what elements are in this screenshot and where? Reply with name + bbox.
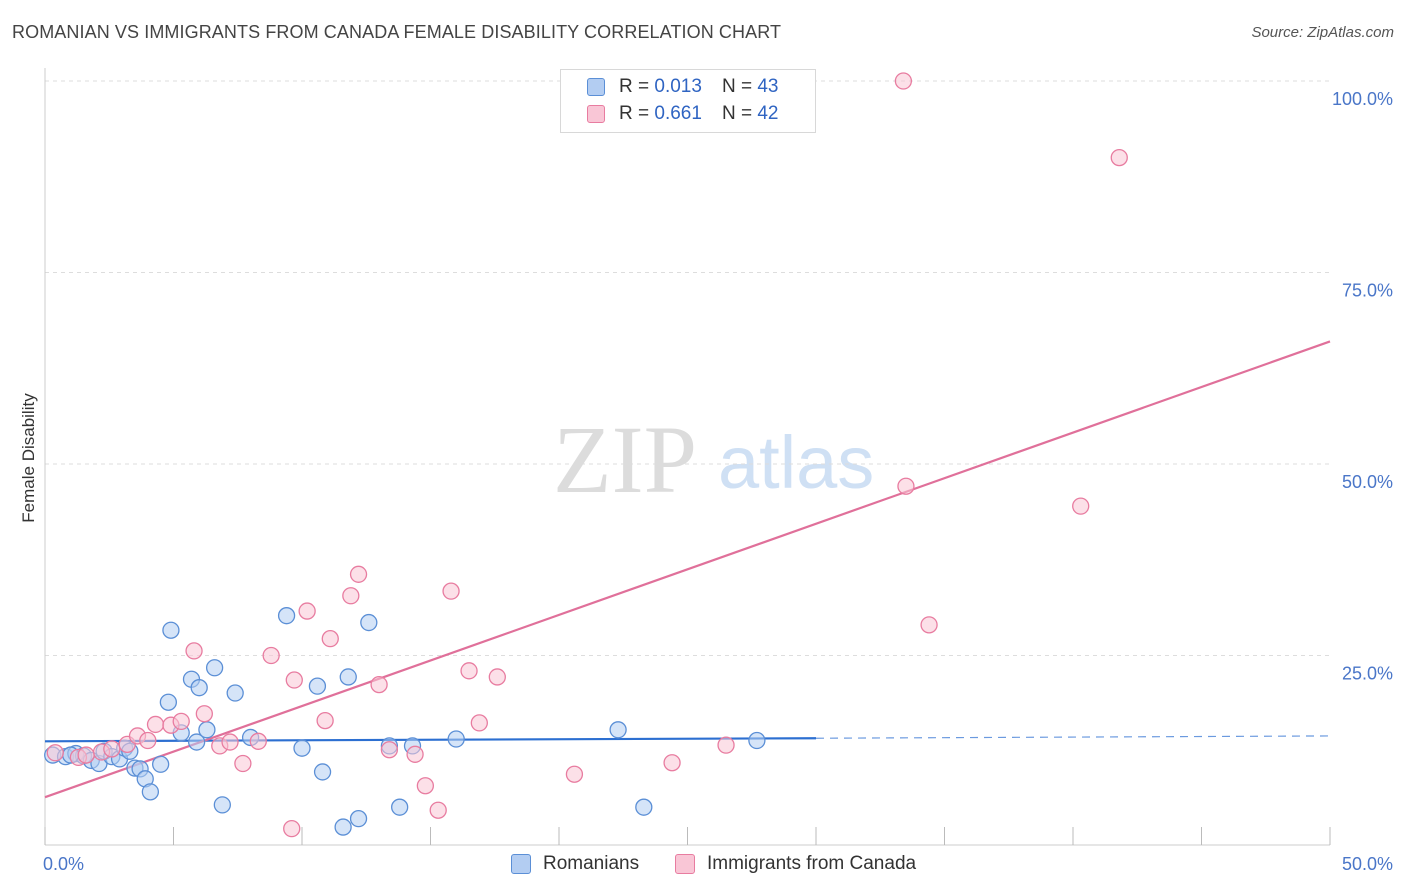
chart-title: ROMANIAN VS IMMIGRANTS FROM CANADA FEMAL… bbox=[12, 22, 782, 42]
romanian-point bbox=[334, 818, 352, 836]
canada-point bbox=[460, 662, 478, 680]
romanian-point bbox=[308, 677, 327, 695]
legend-r-label: R = bbox=[619, 76, 650, 97]
canada-point bbox=[321, 629, 339, 648]
legend-r-value: 0.661 bbox=[654, 103, 702, 124]
canada-point bbox=[283, 819, 301, 838]
canada-point bbox=[46, 744, 64, 762]
legend-row-romanians: R = 0.013 N = 43 bbox=[587, 74, 778, 100]
watermark: ZIP atlas bbox=[553, 406, 874, 513]
canada-point bbox=[470, 714, 488, 732]
romanian-point bbox=[162, 621, 180, 639]
canada-point bbox=[442, 582, 460, 600]
canada-point bbox=[565, 765, 584, 783]
romanian-trend-extension bbox=[815, 735, 1331, 739]
canada-point bbox=[146, 715, 165, 734]
canada-point bbox=[380, 741, 399, 759]
canada-point bbox=[221, 733, 239, 751]
canada-point bbox=[429, 801, 447, 819]
bottom-legend-label-romanians: Romanians bbox=[543, 853, 640, 874]
romanian-point bbox=[609, 721, 627, 739]
romanian-point bbox=[213, 796, 231, 814]
bottom-legend-romanians: Romanians bbox=[511, 851, 639, 877]
romanian-point bbox=[748, 731, 766, 750]
romanian-point bbox=[190, 679, 208, 697]
romanian-point bbox=[277, 607, 296, 625]
tick-labels: 25.0% 50.0% 75.0% 100.0% 0.0% 50.0% bbox=[43, 89, 1393, 874]
romanian-point bbox=[313, 763, 332, 781]
canada-point bbox=[342, 587, 360, 605]
canada-point bbox=[262, 646, 280, 665]
romanian-point bbox=[198, 721, 216, 739]
canada-point bbox=[103, 740, 121, 758]
romanian-point bbox=[339, 668, 357, 686]
canada-point bbox=[894, 72, 913, 90]
canada-point bbox=[416, 777, 435, 795]
x-tick-label-min: 0.0% bbox=[43, 854, 84, 874]
bottom-legend-canada: Immigrants from Canada bbox=[675, 851, 916, 877]
canada-point bbox=[897, 477, 915, 495]
canada-point bbox=[195, 705, 213, 723]
romanian-point bbox=[205, 659, 224, 677]
romanian-trend-line bbox=[44, 737, 817, 743]
canada-point bbox=[488, 668, 506, 686]
canada-point bbox=[77, 746, 95, 764]
bottom-legend-label-canada: Immigrants from Canada bbox=[707, 853, 917, 874]
trend-lines bbox=[44, 340, 1331, 799]
legend-row-canada: R = 0.661 N = 42 bbox=[587, 101, 778, 127]
canada-point bbox=[406, 745, 424, 763]
y-axis-title: Female Disability bbox=[19, 393, 38, 523]
legend-n-label: N = bbox=[721, 76, 753, 97]
bottom-legend-swatch-pink bbox=[675, 854, 695, 874]
romanian-point bbox=[635, 798, 653, 816]
romanian-point bbox=[141, 783, 160, 801]
romanian-point bbox=[151, 755, 170, 773]
canada-point bbox=[370, 675, 388, 694]
y-tick-label: 100.0% bbox=[1332, 89, 1393, 109]
stats-legend: R = 0.013 N = 43 R = 0.661 N = 42 bbox=[560, 69, 816, 133]
romanian-point bbox=[159, 693, 178, 711]
romanian-point bbox=[391, 798, 409, 816]
canada-point bbox=[285, 671, 303, 689]
watermark-atlas: atlas bbox=[718, 421, 874, 504]
source-label: Source: ZipAtlas.com bbox=[1251, 24, 1394, 41]
romanian-point bbox=[187, 733, 206, 751]
y-tick-label: 75.0% bbox=[1342, 281, 1393, 301]
legend-n-value: 42 bbox=[757, 103, 779, 124]
y-tick-label: 25.0% bbox=[1342, 664, 1393, 684]
legend-swatch-blue bbox=[587, 78, 605, 96]
romanian-point bbox=[293, 739, 311, 757]
romanian-point bbox=[349, 810, 368, 828]
canada-point bbox=[298, 602, 316, 620]
romanian-point bbox=[447, 730, 465, 748]
canada-point bbox=[316, 711, 334, 730]
canada-point bbox=[1072, 497, 1090, 515]
axes bbox=[44, 68, 1331, 846]
canada-point bbox=[234, 754, 252, 773]
legend-swatch-pink bbox=[587, 105, 605, 123]
legend-n-label: N = bbox=[721, 103, 753, 124]
legend-n-value: 43 bbox=[757, 76, 779, 97]
canada-point bbox=[349, 565, 368, 583]
y-tick-label: 50.0% bbox=[1342, 472, 1393, 492]
canada-point bbox=[663, 754, 681, 772]
romanian-point bbox=[226, 684, 244, 702]
bottom-legend-swatch-blue bbox=[511, 854, 531, 874]
canada-point bbox=[717, 736, 735, 754]
canada-trend-line bbox=[44, 340, 1331, 799]
legend-r-label: R = bbox=[619, 103, 650, 124]
x-tick-label-max: 50.0% bbox=[1342, 854, 1393, 874]
canada-point bbox=[920, 616, 938, 634]
legend-r-value: 0.013 bbox=[654, 76, 702, 97]
watermark-zip: ZIP bbox=[553, 406, 697, 513]
romanian-point bbox=[360, 613, 378, 632]
canada-point bbox=[139, 731, 157, 750]
canada-point bbox=[1110, 148, 1128, 167]
canada-point bbox=[185, 642, 203, 660]
canada-point bbox=[172, 712, 190, 731]
canada-point bbox=[249, 732, 267, 750]
data-points bbox=[44, 72, 1128, 838]
